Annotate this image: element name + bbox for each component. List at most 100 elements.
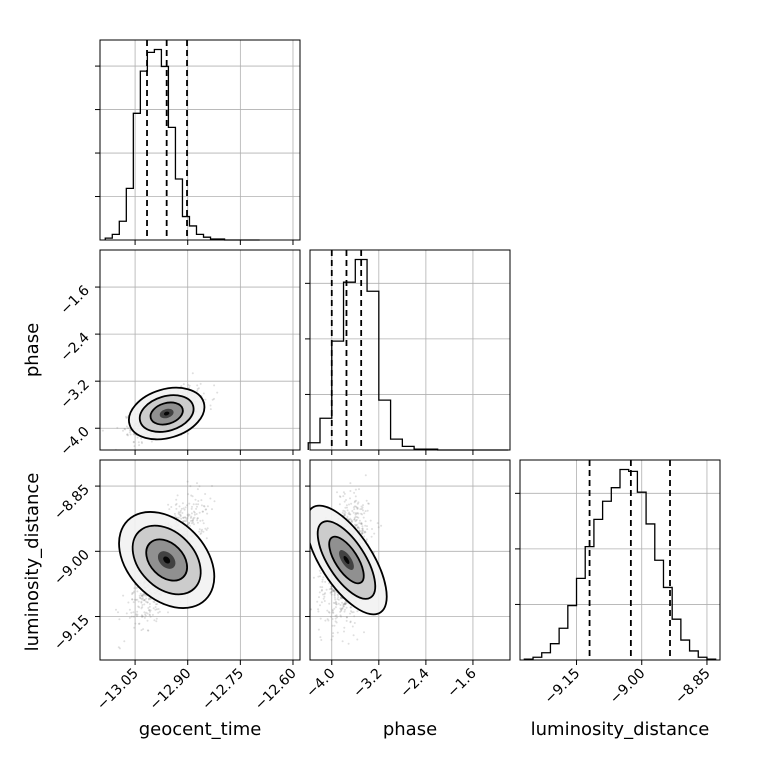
sample-point (204, 398, 207, 401)
sample-point (213, 500, 216, 503)
sample-point (125, 415, 127, 418)
sample-point (182, 516, 185, 519)
sample-point (128, 431, 131, 434)
sample-point (348, 513, 351, 516)
sample-point (117, 646, 120, 649)
sample-point (197, 500, 200, 502)
sample-point (326, 609, 329, 612)
histogram-panel-geocent-time (95, 39, 301, 245)
sample-point (128, 616, 131, 619)
sample-point (193, 510, 195, 513)
sample-point (143, 599, 146, 602)
sample-point (193, 513, 196, 516)
sample-point (310, 608, 313, 611)
sample-point (336, 631, 339, 634)
sample-point (213, 397, 215, 400)
sample-point (324, 580, 327, 583)
sample-point (209, 497, 212, 500)
sample-point (141, 442, 143, 445)
sample-point (147, 607, 150, 609)
sample-point (354, 520, 357, 523)
sample-point (138, 596, 141, 599)
sample-point (317, 608, 320, 611)
sample-point (198, 528, 201, 531)
sample-point (198, 530, 201, 533)
sample-point (193, 511, 196, 514)
hist-0-frame (99, 39, 301, 241)
sample-point (367, 502, 370, 505)
sample-point (189, 485, 192, 488)
sample-point (357, 525, 360, 528)
sample-point (178, 505, 181, 508)
sample-point (345, 619, 348, 622)
sample-point (356, 507, 359, 509)
sample-point (349, 620, 352, 623)
sample-point (337, 594, 339, 597)
axis-labels: geocent_time phase luminosity_distance p… (22, 323, 709, 740)
sample-point (183, 508, 186, 511)
sample-point (347, 642, 350, 645)
sample-point (364, 524, 367, 527)
sample-point (146, 601, 149, 604)
sample-point (187, 513, 190, 516)
sample-point (182, 507, 185, 510)
sample-point (145, 597, 148, 600)
sample-point (360, 521, 363, 524)
sample-point (345, 616, 348, 619)
sample-point (140, 600, 143, 603)
sample-point (168, 508, 171, 511)
sample-point (339, 614, 342, 617)
density-level (163, 556, 171, 564)
sample-point (320, 601, 323, 604)
sample-point (334, 600, 337, 603)
sample-point (349, 482, 352, 485)
sample-point (354, 515, 357, 518)
sample-point (191, 372, 194, 375)
sample-point (362, 530, 364, 533)
sample-point (170, 506, 173, 508)
sample-point (356, 511, 359, 514)
sample-point (346, 506, 348, 509)
sample-point (148, 609, 151, 612)
sample-point (328, 602, 331, 605)
sample-point (319, 636, 322, 639)
sample-point (317, 575, 320, 578)
sample-point (344, 603, 347, 606)
sample-point (360, 522, 363, 525)
sample-point (330, 591, 333, 594)
sample-point (361, 527, 364, 530)
sample-point (141, 604, 144, 606)
sample-point (196, 519, 199, 522)
density-level (163, 411, 170, 416)
sample-point (327, 611, 330, 613)
sample-point (133, 587, 136, 590)
sample-point (175, 498, 178, 501)
sample-point (316, 600, 319, 603)
sample-point (366, 509, 369, 512)
sample-point (330, 587, 333, 590)
sample-point (155, 603, 157, 606)
sample-point (118, 647, 121, 650)
sample-point (328, 588, 331, 591)
sample-point (343, 492, 346, 495)
sample-point (330, 615, 333, 618)
sample-point (133, 445, 136, 448)
sample-point (206, 527, 209, 530)
sample-point (133, 590, 136, 593)
sample-point (148, 609, 150, 612)
sample-point (211, 508, 213, 511)
sample-point (326, 618, 329, 621)
sample-point (135, 598, 138, 601)
sample-point (202, 522, 205, 525)
sample-point (167, 503, 170, 506)
sample-point (187, 515, 190, 518)
sample-point (319, 575, 321, 578)
sample-point (356, 516, 359, 519)
sample-point (354, 488, 357, 491)
sample-point (175, 502, 178, 505)
sample-point (184, 506, 187, 509)
sample-point (195, 507, 198, 510)
sample-point (122, 594, 125, 597)
hist-1-frame (309, 249, 511, 451)
sample-point (360, 505, 363, 508)
